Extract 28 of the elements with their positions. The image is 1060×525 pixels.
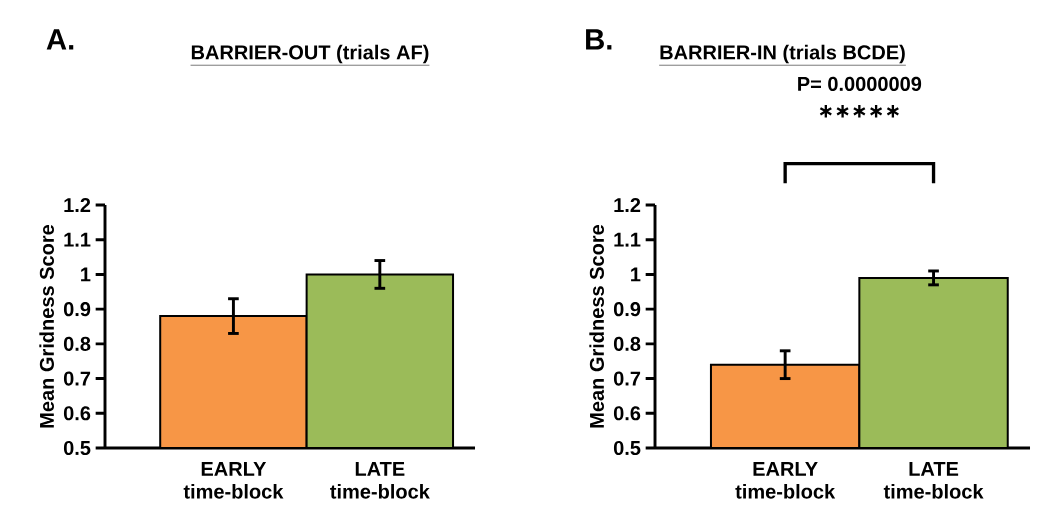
text: ∗∗∗∗∗ bbox=[819, 105, 899, 118]
y-tick-label: 0.6 bbox=[613, 406, 641, 421]
x-tick-label: EARLY time-block bbox=[183, 462, 284, 499]
text: A. bbox=[46, 29, 74, 50]
y-tick-label: 1.2 bbox=[64, 198, 91, 212]
chart-title: BARRIER-OUT (trials AF) bbox=[191, 44, 429, 64]
y-tick-label: 0.5 bbox=[63, 440, 91, 456]
chart-title: BARRIER-IN (trials BCDE) bbox=[660, 44, 905, 64]
y-tick-label: 0.9 bbox=[63, 302, 91, 317]
y-tick-label: 1.1 bbox=[64, 232, 91, 247]
y-tick-label: 0.6 bbox=[63, 406, 91, 421]
x-tick-label: LATE time-block bbox=[330, 462, 430, 499]
y-tick-label: 1 bbox=[81, 267, 91, 282]
y-tick-label: 0.7 bbox=[613, 371, 641, 386]
y-tick-label: 0.8 bbox=[63, 336, 91, 351]
y-tick-label: 1.1 bbox=[614, 232, 641, 247]
text: P= 0.0000009 bbox=[798, 76, 922, 91]
y-tick-label: 0.9 bbox=[613, 302, 641, 317]
y-axis-title: Mean Gridness Score bbox=[589, 224, 604, 428]
y-tick-label: 0.7 bbox=[63, 371, 91, 386]
x-tick-label: EARLY time-block bbox=[735, 462, 836, 499]
y-axis-title: Mean Gridness Score bbox=[39, 224, 54, 428]
x-tick-label: LATE time-block bbox=[883, 462, 984, 499]
text: B. bbox=[586, 29, 612, 50]
y-tick-label: 0.5 bbox=[613, 440, 641, 456]
y-tick-label: 1.2 bbox=[614, 198, 641, 212]
y-tick-label: 1 bbox=[631, 267, 641, 282]
y-tick-label: 0.8 bbox=[613, 336, 641, 351]
